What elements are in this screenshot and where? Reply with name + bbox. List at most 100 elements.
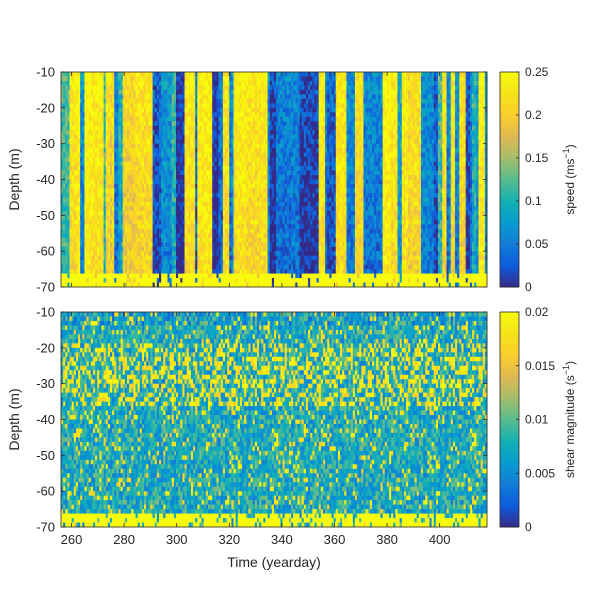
heatmap-cell [71, 264, 75, 270]
heatmap-cell [122, 278, 126, 283]
heatmap-cell [127, 103, 130, 109]
heatmap-cell [137, 76, 141, 82]
heatmap-cell [129, 192, 132, 198]
heatmap-cell [84, 264, 87, 270]
heatmap-cell [90, 273, 94, 279]
heatmap-cell [99, 161, 102, 167]
heatmap-cell [137, 201, 141, 207]
heatmap-cell [131, 282, 134, 288]
heatmap-cell [135, 201, 139, 207]
heatmap-cell [86, 260, 90, 266]
heatmap-cell [82, 179, 85, 185]
heatmap-cell [135, 255, 139, 261]
heatmap-cell [114, 125, 117, 131]
heatmap-cell [103, 251, 107, 257]
heatmap-cell [71, 157, 75, 162]
heatmap-cell [69, 161, 73, 167]
heatmap-cell [141, 224, 145, 230]
heatmap-cell [71, 210, 75, 216]
heatmap-cell [88, 148, 92, 154]
heatmap-cell [118, 148, 122, 154]
heatmap-cell [63, 107, 66, 113]
heatmap-cell [86, 282, 90, 288]
heatmap-cell [114, 264, 117, 270]
heatmap-cell [107, 125, 111, 131]
heatmap-cell [78, 80, 81, 86]
heatmap-cell [97, 260, 100, 266]
heatmap-cell [69, 157, 73, 162]
heatmap-cell [95, 246, 98, 252]
heatmap-cell [137, 273, 141, 279]
heatmap-cell [139, 224, 143, 230]
heatmap-cell [118, 215, 122, 221]
heatmap-cell [103, 166, 107, 171]
heatmap-cell [127, 139, 130, 145]
heatmap-cell [131, 85, 134, 91]
heatmap-cell [82, 255, 85, 261]
heatmap-cell [112, 112, 115, 118]
heatmap-cell [63, 148, 66, 154]
heatmap-cell [78, 89, 81, 95]
heatmap-cell [120, 206, 124, 212]
heatmap-cell [80, 148, 83, 154]
heatmap-cell [124, 179, 128, 185]
heatmap-cell [120, 130, 124, 136]
heatmap-cell [92, 139, 96, 145]
heatmap-cell [67, 183, 70, 189]
heatmap-cell [65, 219, 68, 225]
heatmap-cell [78, 143, 81, 149]
heatmap-cell [92, 228, 96, 234]
heatmap-cell [118, 94, 122, 100]
heatmap-cell [95, 219, 98, 225]
heatmap-cell [63, 161, 66, 167]
heatmap-cell [86, 201, 90, 207]
heatmap-cell [114, 201, 117, 207]
heatmap-cell [103, 112, 107, 118]
heatmap-cell [141, 130, 145, 136]
heatmap-cell [65, 206, 68, 212]
heatmap-cell [80, 89, 83, 95]
heatmap-cell [80, 197, 83, 203]
heatmap-cell [75, 219, 79, 225]
heatmap-cell [112, 246, 115, 252]
heatmap-cell [112, 237, 115, 243]
heatmap-cell [67, 148, 70, 154]
heatmap-cell [105, 134, 109, 140]
heatmap-cell [141, 121, 145, 127]
heatmap-cell [82, 278, 85, 283]
heatmap-cell [124, 201, 128, 207]
heatmap-cell [63, 157, 66, 162]
heatmap-cell [107, 116, 111, 122]
heatmap-cell [139, 197, 143, 203]
heatmap-cell [73, 188, 77, 194]
heatmap-cell [63, 282, 66, 288]
heatmap-cell [82, 85, 85, 91]
heatmap-cell [122, 148, 126, 154]
heatmap-cell [90, 215, 94, 221]
heatmap-cell [80, 251, 83, 257]
heatmap-cell [65, 143, 68, 149]
heatmap-cell [105, 130, 109, 136]
heatmap-cell [71, 175, 75, 180]
heatmap-cell [129, 112, 132, 118]
heatmap-cell [112, 170, 115, 176]
heatmap-cell [75, 264, 79, 270]
heatmap-cell [73, 166, 77, 171]
heatmap-cell [80, 260, 83, 266]
heatmap-cell [78, 201, 81, 207]
heatmap-cell [120, 273, 124, 279]
heatmap-cell [107, 175, 111, 180]
heatmap-cell [69, 134, 73, 140]
heatmap-cell [124, 246, 128, 252]
heatmap-cell [63, 125, 66, 131]
heatmap-cell [135, 170, 139, 176]
heatmap-cell [131, 192, 134, 198]
heatmap-cell [71, 89, 75, 95]
heatmap-cell [63, 237, 66, 243]
heatmap-cell [137, 125, 141, 131]
heatmap-cell [61, 152, 64, 158]
heatmap-cell [139, 94, 143, 100]
heatmap-cell [67, 139, 70, 145]
heatmap-cell [116, 237, 119, 243]
heatmap-cell [71, 242, 75, 248]
